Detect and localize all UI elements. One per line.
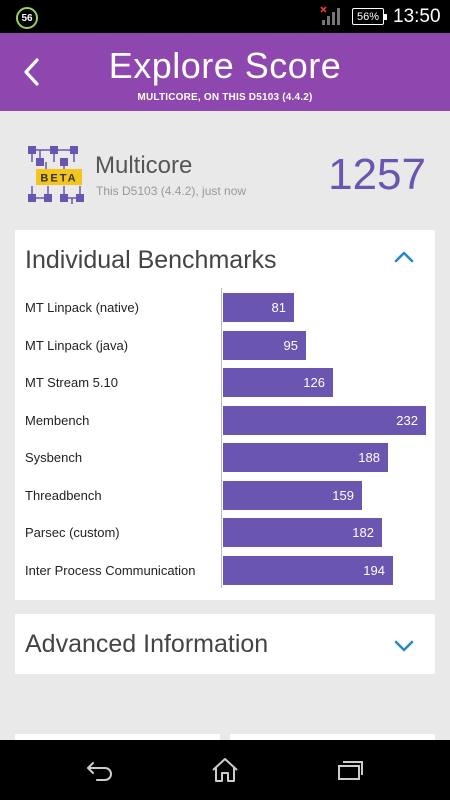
card-peek-left (15, 734, 220, 744)
battery-icon: 56% (352, 8, 387, 25)
chevron-left-icon (24, 58, 39, 86)
notification-badge-icon: 56 (16, 7, 38, 29)
nav-recents-button[interactable] (330, 755, 370, 785)
benchmark-label: Threadbench (25, 487, 102, 503)
chevron-up-icon[interactable] (393, 246, 415, 268)
benchmark-bar: 194 (223, 555, 393, 585)
benchmark-value: 81 (271, 300, 286, 315)
benchmark-value: 188 (358, 450, 380, 465)
beta-logo-text: BETA (40, 173, 77, 185)
benchmarks-title: Individual Benchmarks (25, 246, 277, 274)
app-header: Explore Score MULTICORE, ON THIS D5103 (… (0, 33, 450, 111)
benchmark-value: 232 (396, 412, 418, 428)
benchmark-row: MT Linpack (java) 95 (15, 326, 435, 364)
benchmark-row: Inter Process Communication 194 (15, 551, 435, 589)
benchmarks-card: Individual Benchmarks MT Linpack (native… (15, 230, 435, 600)
benchmark-row: Parsec (custom) 182 (15, 513, 435, 551)
score-device-info: This D5103 (4.4.2), just now (96, 184, 247, 198)
recents-icon (338, 761, 363, 780)
benchmark-value: 126 (303, 375, 325, 390)
benchmark-row: MT Linpack (native) 81 (15, 288, 435, 326)
benchmark-bar: 126 (223, 368, 333, 397)
chart-axis (221, 288, 222, 588)
benchmark-label: MT Stream 5.10 (25, 375, 118, 390)
benchmark-value: 95 (283, 337, 298, 353)
advanced-card[interactable]: Advanced Information (15, 614, 435, 674)
beta-logo: BETA (28, 146, 84, 204)
advanced-title: Advanced Information (25, 630, 269, 658)
benchmark-row: MT Stream 5.10 126 (15, 363, 435, 401)
benchmark-bar: 159 (223, 480, 362, 510)
benchmark-bar: 182 (223, 518, 382, 547)
status-bar: 56 56% 13:50 (0, 0, 450, 33)
back-button[interactable] (14, 53, 48, 91)
benchmark-row: Membench 232 (15, 401, 435, 439)
benchmark-label: Sysbench (25, 450, 83, 465)
card-peek-right (230, 734, 435, 744)
benchmark-label: Inter Process Communication (25, 562, 196, 578)
benchmark-row: Threadbench 159 (15, 476, 435, 514)
benchmark-label: Parsec (custom) (25, 525, 120, 540)
benchmark-label: MT Linpack (java) (25, 337, 129, 353)
benchmark-row: Sysbench 188 (15, 438, 435, 476)
benchmark-value: 194 (363, 562, 385, 578)
home-icon (212, 758, 238, 782)
score-category: Multicore (95, 152, 193, 179)
benchmark-bar: 95 (223, 330, 306, 360)
benchmark-bar: 232 (223, 405, 426, 435)
benchmark-label: MT Linpack (native) (25, 300, 139, 315)
navigation-bar (0, 740, 450, 800)
back-icon (87, 762, 112, 781)
no-signal-icon (320, 6, 340, 25)
benchmark-label: Membench (25, 412, 90, 428)
benchmark-list: MT Linpack (native) 81 MT Linpack (java) 95… (15, 288, 435, 588)
total-score: 1257 (328, 150, 426, 199)
benchmark-value: 182 (352, 525, 374, 540)
nav-home-button[interactable] (205, 755, 245, 785)
benchmark-bar: 188 (223, 443, 388, 472)
page-subtitle: MULTICORE, ON THIS D5103 (4.4.2) (137, 92, 313, 103)
benchmark-value: 159 (332, 487, 354, 503)
benchmark-bar: 81 (223, 293, 294, 322)
chevron-down-icon[interactable] (393, 635, 415, 657)
nav-back-button[interactable] (80, 755, 120, 785)
page-title: Explore Score (108, 45, 342, 86)
status-clock: 13:50 (393, 6, 441, 27)
